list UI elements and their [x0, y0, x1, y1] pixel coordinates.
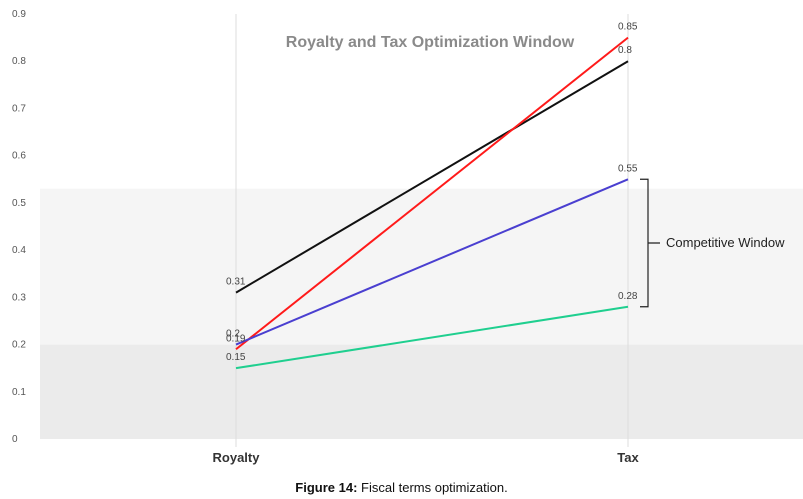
series-lines: [235, 36, 629, 370]
y-tick-label: 0.7: [12, 103, 26, 114]
y-tick-label: 0.9: [12, 9, 26, 20]
caption-text: Fiscal terms optimization.: [361, 480, 508, 495]
y-tick-label: 0.5: [12, 198, 26, 209]
data-label: 0.2: [226, 329, 240, 340]
band-0: [40, 344, 803, 439]
data-label: 0.19: [226, 333, 246, 344]
y-tick-label: 0.4: [12, 245, 26, 256]
data-label: 0.85: [618, 22, 638, 33]
background-bands: [40, 188, 803, 439]
annotation-label: Competitive Window: [666, 235, 785, 250]
series-line-3: [235, 305, 629, 370]
data-label: 0.15: [226, 352, 246, 363]
y-tick-label: 0.2: [12, 340, 26, 351]
y-tick-label: 0.6: [12, 151, 26, 162]
series-line-2: [235, 178, 629, 346]
data-labels: 0.31 0.8 0.19 0.85 0.2 0.55 0.15 0.28: [226, 22, 638, 364]
y-tick-label: 0.1: [12, 387, 26, 398]
y-tick-label: 0: [12, 434, 18, 445]
x-category-label: Royalty: [213, 450, 261, 465]
competitive-window-annotation: Competitive Window: [640, 178, 785, 308]
series-line-0: [235, 60, 629, 294]
category-gridlines: [235, 14, 629, 447]
x-category-label: Tax: [617, 450, 639, 465]
data-label: 0.31: [226, 277, 246, 288]
data-label: 0.28: [618, 291, 638, 302]
y-axis-ticks: 0 0.1 0.2 0.3 0.4 0.5 0.6 0.7 0.8 0.9: [12, 9, 26, 445]
y-tick-label: 0.3: [12, 292, 26, 303]
y-tick-label: 0.8: [12, 56, 26, 67]
caption-label: Figure 14:: [295, 480, 358, 495]
chart-title: Royalty and Tax Optimization Window: [286, 34, 575, 51]
data-label: 0.55: [618, 163, 638, 174]
figure-caption: Figure 14: Fiscal terms optimization.: [0, 480, 803, 495]
bracket: [640, 178, 660, 308]
data-label: 0.8: [618, 45, 632, 56]
series-line-1: [235, 36, 629, 351]
x-axis-categories: Royalty Tax: [213, 450, 640, 465]
